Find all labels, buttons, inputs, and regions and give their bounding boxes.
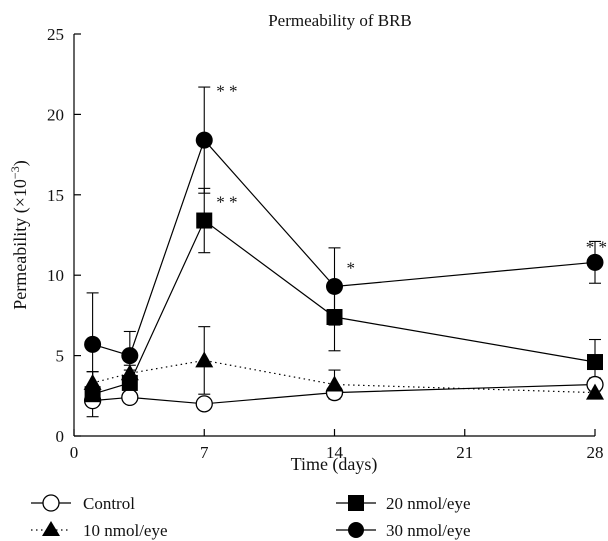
data-point-30-nmol-eye (195, 131, 213, 149)
significance-annotations: * * * * * * * (216, 82, 607, 278)
legend-marker-10nmol (42, 521, 60, 536)
data-point-10-nmol-eye (325, 375, 344, 392)
series-lines (92, 138, 596, 405)
data-point-20-nmol-eye (587, 354, 603, 371)
legend-marker-control (42, 494, 60, 512)
series-markers (83, 131, 604, 413)
y-axis-label-sup: −3 (8, 166, 22, 179)
data-point-20-nmol-eye (326, 309, 343, 326)
y-tick-label: 5 (56, 347, 65, 366)
chart-title: Permeability of BRB (268, 11, 412, 30)
x-ticks: 0 7 14 21 28 (70, 429, 604, 462)
data-point-30-nmol-eye (586, 253, 604, 271)
legend-marker-30nmol (348, 522, 364, 538)
y-axis-label-main: Permeability (×10 (10, 179, 31, 310)
y-tick-label: 20 (47, 105, 64, 124)
series-line-10-nmol-eye (92, 359, 596, 394)
data-point-30-nmol-eye (326, 277, 343, 295)
series-error-bars (86, 86, 601, 418)
y-axis-label-close: ) (10, 160, 31, 166)
data-point-20-nmol-eye (84, 386, 101, 403)
data-point-30-nmol-eye (84, 335, 102, 353)
data-point-control (195, 395, 213, 413)
legend-marker-20nmol (348, 495, 364, 511)
data-point-10-nmol-eye (195, 351, 214, 368)
significance-marker: * * (216, 82, 237, 101)
x-tick-label: 21 (456, 443, 473, 462)
series-line-control (92, 383, 596, 405)
x-tick-label: 14 (326, 443, 344, 462)
y-tick-label: 25 (47, 25, 64, 44)
x-axis-label: Time (days) (291, 454, 378, 475)
legend-label-10nmol: 10 nmol/eye (83, 521, 168, 540)
legend-item-control: Control (31, 494, 135, 513)
significance-marker: * (347, 259, 356, 278)
y-tick-label: 0 (56, 427, 65, 446)
y-ticks: 0 5 10 15 20 25 (47, 25, 81, 446)
data-point-30-nmol-eye (121, 347, 139, 365)
data-point-10-nmol-eye (83, 373, 102, 390)
x-tick-label: 7 (200, 443, 209, 462)
significance-marker: * * (586, 238, 607, 257)
legend-label-control: Control (83, 494, 135, 513)
significance-marker: * * (216, 193, 237, 212)
legend-item-10nmol: 10 nmol/eye (31, 521, 168, 540)
legend-item-30nmol: 30 nmol/eye (336, 521, 471, 540)
legend: Control 10 nmol/eye 20 nmol/eye 30 nmol/… (31, 494, 471, 540)
data-point-10-nmol-eye (586, 383, 604, 400)
data-point-control (121, 388, 139, 407)
data-point-20-nmol-eye (121, 374, 138, 391)
y-tick-label: 10 (47, 266, 64, 285)
x-tick-label: 0 (70, 443, 79, 462)
series-line-30-nmol-eye (92, 138, 596, 357)
data-point-20-nmol-eye (196, 212, 213, 229)
x-tick-label: 28 (587, 443, 604, 462)
legend-label-20nmol: 20 nmol/eye (386, 494, 471, 513)
y-axis-label: Permeability (×10−3) (8, 160, 31, 309)
y-tick-label: 15 (47, 186, 64, 205)
legend-label-30nmol: 30 nmol/eye (386, 521, 471, 540)
legend-item-20nmol: 20 nmol/eye (336, 494, 471, 513)
